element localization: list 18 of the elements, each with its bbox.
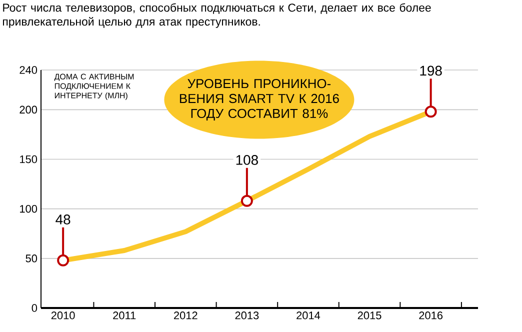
y-tick-label: 150 [20, 155, 38, 164]
x-tick-label: 2015 [358, 312, 382, 320]
x-tick-label: 2013 [235, 312, 259, 320]
y-tick-label: 50 [26, 254, 38, 262]
y-tick-label: 0 [32, 304, 38, 312]
annotation: УРОВЕНЬ ПРОНИКНО-ВЕНИЯ SMART TV К 2016 ГОДУ СОСТАВИТ 81% [180, 78, 339, 120]
y-tick-label: 240 [20, 66, 38, 74]
x-tick-label: 2014 [296, 312, 320, 320]
x-tick-label: 2016 [419, 312, 443, 320]
y-tick-label: 200 [20, 106, 38, 114]
x-tick-label: 2012 [174, 312, 198, 320]
chart-title: Рост числа телевизоров, способных подключаться к Сети, делает их все более привлекательной целью для атак преступников. [3, 3, 431, 28]
x-tick-label: 2011 [113, 312, 136, 320]
data-label: 198 [420, 66, 442, 76]
y-tick-label: 100 [20, 204, 38, 213]
data-label: 48 [56, 214, 70, 224]
x-tick-label: 2010 [51, 312, 75, 320]
data-label: 108 [236, 155, 258, 165]
